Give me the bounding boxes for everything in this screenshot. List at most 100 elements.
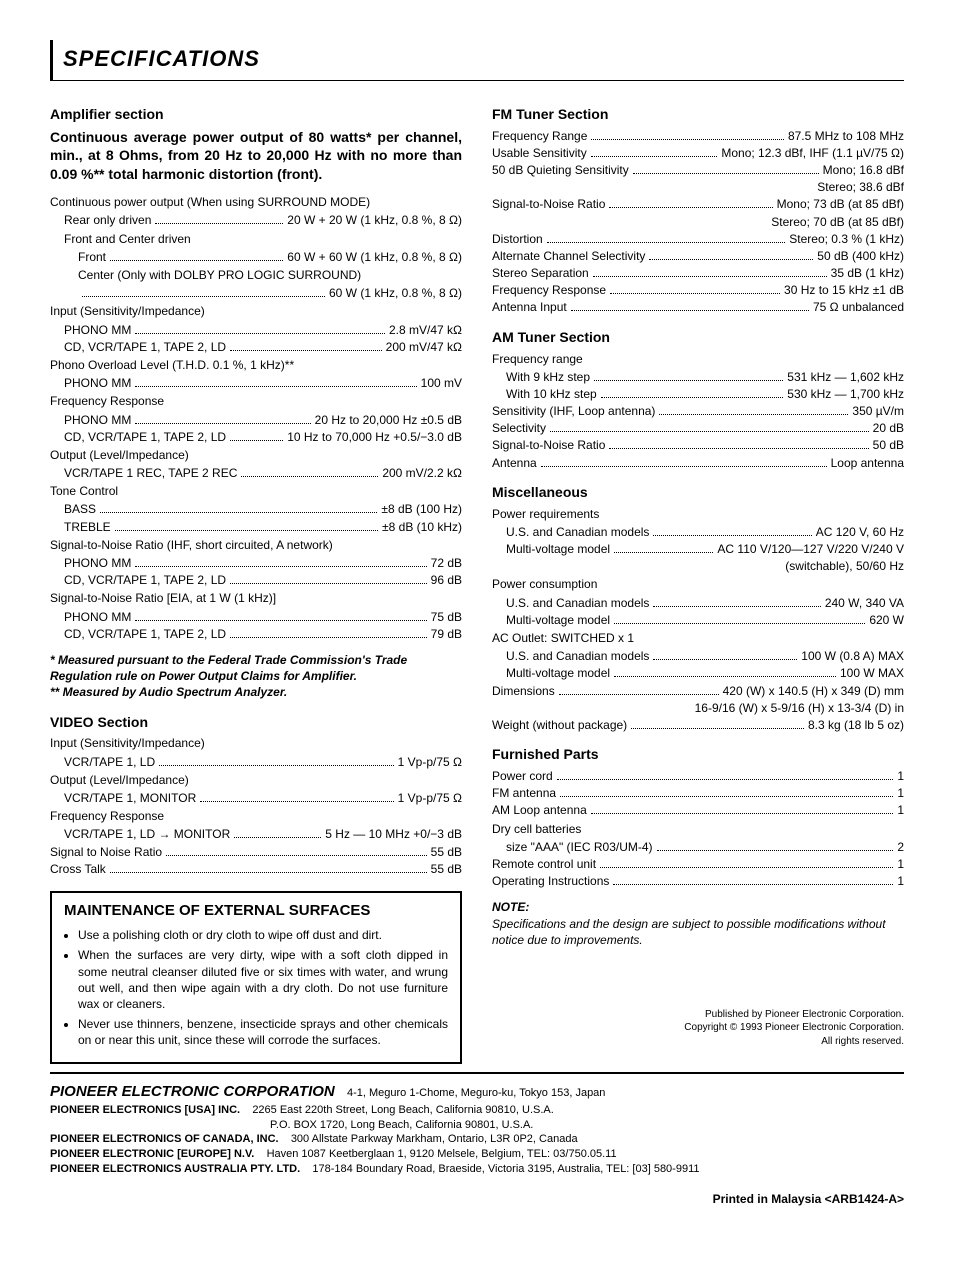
spec-label: PHONO MM xyxy=(64,609,131,625)
dots xyxy=(614,676,836,677)
amp-pol-head: Phono Overload Level (T.H.D. 0.1 %, 1 kH… xyxy=(50,357,462,373)
spec-value: 35 dB (1 kHz) xyxy=(831,265,904,281)
spec-row: Operating Instructions1 xyxy=(492,873,904,889)
note-head: NOTE: xyxy=(492,899,904,915)
dots xyxy=(200,801,393,802)
spec-row: Sensitivity (IHF, Loop antenna)350 µV/m xyxy=(492,403,904,419)
spec-row: CD, VCR/TAPE 1, TAPE 2, LD96 dB xyxy=(50,572,462,588)
spec-row: PHONO MM20 Hz to 20,000 Hz ±0.5 dB xyxy=(50,412,462,428)
spec-label: Front xyxy=(78,249,106,265)
spec-label: U.S. and Canadian models xyxy=(506,524,649,540)
spec-label: Signal-to-Noise Ratio xyxy=(492,437,605,453)
spec-row: TREBLE±8 dB (10 kHz) xyxy=(50,519,462,535)
spec-row: AM Loop antenna1 xyxy=(492,802,904,818)
publication-block: Published by Pioneer Electronic Corporat… xyxy=(492,1008,904,1049)
spec-label: PHONO MM xyxy=(64,375,131,391)
spec-label: Selectivity xyxy=(492,420,546,436)
spec-value-cont: (switchable), 50/60 Hz xyxy=(492,558,904,574)
video-in-head: Input (Sensitivity/Impedance) xyxy=(50,735,462,751)
parts-head: Furnished Parts xyxy=(492,745,904,764)
dots xyxy=(653,659,797,660)
spec-row: Antenna Input75 Ω unbalanced xyxy=(492,299,904,315)
dots xyxy=(591,139,784,140)
footer-addr: 178-184 Boundary Road, Braeside, Victori… xyxy=(312,1163,699,1175)
dots xyxy=(166,855,427,856)
am-fr-head: Frequency range xyxy=(492,351,904,367)
amp-sn1-head: Signal-to-Noise Ratio (IHF, short circui… xyxy=(50,537,462,553)
maint-item: Never use thinners, benzene, insecticide… xyxy=(78,1016,448,1048)
page-title: SPECIFICATIONS xyxy=(50,40,904,81)
spec-value: Mono; 12.3 dBf, IHF (1.1 µV/75 Ω) xyxy=(721,145,904,161)
spec-label: Multi-voltage model xyxy=(506,612,610,628)
spec-value: 75 dB xyxy=(431,609,462,625)
amp-tone-head: Tone Control xyxy=(50,483,462,499)
spec-row: Selectivity20 dB xyxy=(492,420,904,436)
spec-value: 620 W xyxy=(869,612,904,628)
spec-row: Rear only driven20 W + 20 W (1 kHz, 0.8 … xyxy=(50,212,462,228)
footer-sub-co: PIONEER ELECTRONICS OF CANADA, INC. xyxy=(50,1133,279,1145)
amp-cpo-head: Continuous power output (When using SURR… xyxy=(50,194,462,210)
footer-line: PIONEER ELECTRONIC CORPORATION 4-1, Megu… xyxy=(50,1082,904,1102)
spec-value: 200 mV/47 kΩ xyxy=(386,339,462,355)
spec-row: Frequency Response30 Hz to 15 kHz ±1 dB xyxy=(492,282,904,298)
spec-label: CD, VCR/TAPE 1, TAPE 2, LD xyxy=(64,429,226,445)
spec-row: DistortionStereo; 0.3 % (1 kHz) xyxy=(492,231,904,247)
spec-label: Signal-to-Noise Ratio xyxy=(492,196,605,212)
spec-value-cont: 16-9/16 (W) x 5-9/16 (H) x 13-3/4 (D) in xyxy=(492,700,904,716)
spec-row: PHONO MM72 dB xyxy=(50,555,462,571)
spec-row: VCR/TAPE 1, MONITOR1 Vp-p/75 Ω xyxy=(50,790,462,806)
spec-label: VCR/TAPE 1, LD xyxy=(64,754,155,770)
spec-label: PHONO MM xyxy=(64,322,131,338)
spec-row: PHONO MM 75 dB xyxy=(50,609,462,625)
spec-row: CD, VCR/TAPE 1, TAPE 2, LD10 Hz to 70,00… xyxy=(50,429,462,445)
dots xyxy=(559,694,719,695)
spec-value: 1 Vp-p/75 Ω xyxy=(398,754,462,770)
dots xyxy=(234,837,321,838)
spec-label: Signal to Noise Ratio xyxy=(50,844,162,860)
dots xyxy=(613,884,893,885)
dots xyxy=(653,535,811,536)
dots xyxy=(110,260,283,261)
amp-sn2-head: Signal-to-Noise Ratio [EIA, at 1 W (1 kH… xyxy=(50,590,462,606)
dots xyxy=(610,293,780,294)
dots xyxy=(110,872,427,873)
spec-label: Antenna xyxy=(492,455,537,471)
spec-label: Rear only driven xyxy=(64,212,151,228)
dots xyxy=(230,583,427,584)
maintenance-box: MAINTENANCE OF EXTERNAL SURFACES Use a p… xyxy=(50,891,462,1065)
dots xyxy=(135,386,416,387)
footer-sub-co: PIONEER ELECTRONIC [EUROPE] N.V. xyxy=(50,1148,254,1160)
spec-label: CD, VCR/TAPE 1, TAPE 2, LD xyxy=(64,626,226,642)
spec-value: 20 Hz to 20,000 Hz ±0.5 dB xyxy=(315,412,462,428)
dots xyxy=(230,637,427,638)
spec-value: 55 dB xyxy=(431,861,462,877)
content-columns: Amplifier section Continuous average pow… xyxy=(50,99,904,1065)
dots xyxy=(115,530,378,531)
dots xyxy=(82,296,325,297)
spec-row: Alternate Channel Selectivity50 dB (400 … xyxy=(492,248,904,264)
spec-value: Mono; 73 dB (at 85 dBf) xyxy=(777,196,904,212)
spec-label: Dimensions xyxy=(492,683,555,699)
spec-label: Frequency Response xyxy=(492,282,606,298)
spec-value: 200 mV/2.2 kΩ xyxy=(382,465,462,481)
spec-value: 55 dB xyxy=(431,844,462,860)
dots xyxy=(631,728,804,729)
spec-value: 1 Vp-p/75 Ω xyxy=(398,790,462,806)
spec-label: Power cord xyxy=(492,768,553,784)
dots xyxy=(230,350,382,351)
spec-value: 100 mV xyxy=(421,375,462,391)
spec-label: Weight (without package) xyxy=(492,717,627,733)
dots xyxy=(659,414,848,415)
spec-label: Distortion xyxy=(492,231,543,247)
spec-row: U.S. and Canadian modelsAC 120 V, 60 Hz xyxy=(492,524,904,540)
amp-head: Amplifier section xyxy=(50,105,462,124)
spec-row: Signal to Noise Ratio 55 dB xyxy=(50,844,462,860)
spec-row: BASS±8 dB (100 Hz) xyxy=(50,501,462,517)
spec-label: VCR/TAPE 1 REC, TAPE 2 REC xyxy=(64,465,237,481)
spec-label: Usable Sensitivity xyxy=(492,145,587,161)
footer-sub-co: PIONEER ELECTRONICS [USA] INC. xyxy=(50,1104,240,1116)
spec-value: ±8 dB (100 Hz) xyxy=(381,501,462,517)
dots xyxy=(657,850,894,851)
spec-value: 420 (W) x 140.5 (H) x 349 (D) mm xyxy=(723,683,904,699)
footer-addr: 2265 East 220th Street, Long Beach, Cali… xyxy=(252,1104,553,1116)
